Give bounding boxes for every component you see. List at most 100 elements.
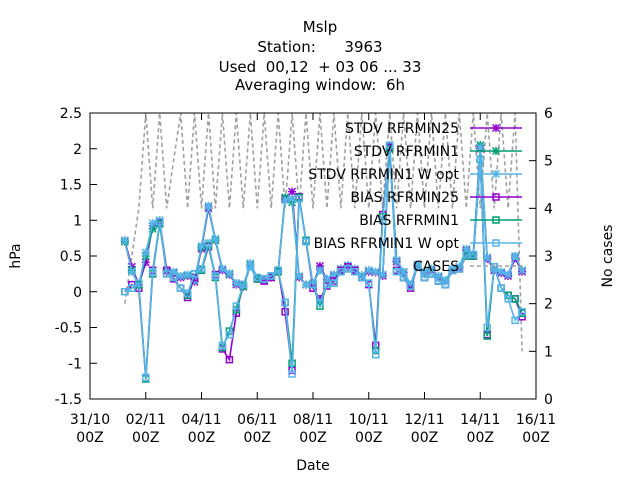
data-point-square (358, 273, 366, 282)
data-point-star (357, 271, 366, 280)
data-point-square (504, 295, 512, 303)
data-point-square (232, 302, 241, 310)
y-axis-label: hPa (8, 243, 24, 268)
y-tick-label: 2.5 (60, 106, 82, 122)
data-point-star (491, 146, 501, 156)
x-tick-label-hour: 00Z (299, 430, 326, 446)
x-tick-label-hour: 00Z (411, 430, 438, 446)
data-point-square (483, 323, 491, 332)
series-layer (120, 112, 527, 383)
data-point-star (378, 270, 387, 279)
data-point-star (225, 269, 234, 278)
data-point-square (344, 265, 352, 273)
data-point-star (169, 267, 178, 276)
data-point-star (491, 123, 501, 133)
data-point-star (281, 196, 290, 205)
data-point-square (385, 141, 394, 149)
y-tick-label: 1.5 (60, 178, 82, 194)
legend-label: BIAS RFRMIN25 (350, 190, 459, 206)
data-point-square (288, 370, 296, 378)
data-point-square (337, 267, 345, 276)
data-point-square (246, 262, 255, 271)
data-point-star (371, 267, 380, 276)
data-point-square (274, 266, 282, 275)
y-tick-label: 0.5 (60, 249, 82, 265)
data-point-square (378, 216, 387, 224)
data-point-star (455, 262, 464, 271)
x-tick-label-date: 16/11 (516, 412, 556, 428)
data-point-star (148, 219, 157, 228)
data-point-star (511, 251, 520, 261)
data-point-square (162, 270, 171, 278)
x-axis-label: Date (296, 458, 329, 474)
legend-label: CASES (413, 259, 459, 275)
x-tick-label-hour: 00Z (76, 430, 103, 446)
data-point-star (420, 267, 429, 276)
series-cases (124, 112, 523, 352)
data-point-star (491, 169, 501, 179)
data-point-square (483, 332, 491, 340)
data-point-square (476, 155, 484, 164)
data-point-star (218, 264, 227, 273)
data-point-square (462, 250, 471, 259)
data-point-square (225, 330, 234, 339)
data-point-square (142, 373, 150, 382)
data-point-square (302, 237, 310, 246)
data-point-square (121, 288, 129, 296)
y2-tick-label: 2 (544, 297, 553, 313)
data-point-square (330, 279, 338, 287)
x-tick-label-date: 31/10 (70, 412, 110, 428)
data-point-square (455, 265, 464, 273)
data-point-square (413, 262, 422, 271)
data-point-square (492, 193, 500, 201)
data-point-star (183, 270, 192, 279)
data-point-star (427, 264, 436, 273)
data-point-square (239, 280, 248, 289)
data-point-square (427, 270, 436, 278)
data-point-square (351, 267, 359, 276)
data-point-square (469, 250, 478, 259)
data-point-star (204, 201, 213, 210)
data-point-square (135, 279, 143, 287)
data-point-square (176, 284, 185, 292)
data-point-square (225, 355, 234, 364)
data-point-star (302, 280, 311, 289)
data-point-square (128, 284, 136, 292)
y-tick-label: -1 (68, 356, 82, 372)
data-point-star (399, 267, 408, 276)
legend-label: BIAS RFRMIN1 (359, 213, 459, 229)
data-point-square (197, 265, 206, 273)
x-tick-label-date: 10/11 (349, 412, 389, 428)
legend-label: STDV RFRMIN1 (354, 144, 459, 160)
series-bias-rfrmin1-w-opt (121, 141, 526, 382)
data-point-square (316, 298, 324, 307)
data-point-square (155, 217, 164, 226)
data-point-star (483, 253, 492, 262)
x-tick-label-hour: 00Z (522, 430, 549, 446)
data-point-star (211, 234, 220, 243)
data-point-star (441, 276, 450, 285)
chart-subtitle-window: Averaging window: 6h (235, 76, 405, 94)
x-tick-label-date: 02/11 (126, 412, 166, 428)
x-tick-label-date: 06/11 (237, 412, 277, 428)
data-point-star (364, 266, 373, 275)
data-point-star (462, 244, 471, 253)
y-tick-label: -0.5 (55, 321, 82, 337)
data-point-square (511, 316, 519, 325)
legend-label: BIAS RFRMIN1 W opt (314, 236, 460, 252)
data-point-square (211, 272, 220, 280)
data-point-star (434, 271, 443, 281)
y-tick-label: -1.5 (55, 392, 82, 408)
data-point-square (190, 270, 199, 278)
data-point-square (492, 216, 500, 224)
data-point-star (322, 274, 331, 283)
data-point-square (309, 280, 317, 289)
data-point-star (315, 261, 324, 271)
x-tick-label-date: 08/11 (293, 412, 333, 428)
x-tick-label-hour: 00Z (132, 430, 159, 446)
y-tick-label: 0 (73, 285, 82, 301)
legend-label: STDV RFRMIN1 W opt (308, 167, 459, 183)
x-tick-label-date: 14/11 (460, 412, 500, 428)
